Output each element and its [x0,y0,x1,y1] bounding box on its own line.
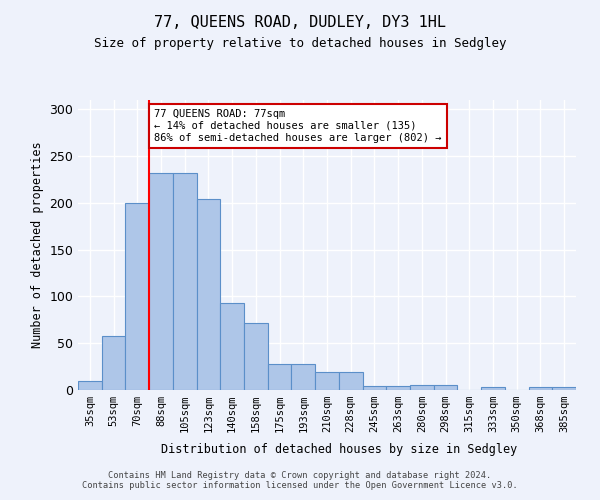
Bar [78,380,102,390]
Bar [292,364,315,390]
Bar [552,387,576,390]
Bar [315,372,339,390]
Bar [173,173,197,390]
Bar [149,173,173,390]
Bar [244,322,268,390]
Text: Contains HM Land Registry data © Crown copyright and database right 2024.
Contai: Contains HM Land Registry data © Crown c… [82,470,518,490]
Bar [410,386,434,390]
Bar [362,386,386,390]
Bar [434,386,457,390]
Text: Distribution of detached houses by size in Sedgley: Distribution of detached houses by size … [161,442,517,456]
Bar [197,199,220,390]
Bar [386,386,410,390]
Bar [339,372,362,390]
Y-axis label: Number of detached properties: Number of detached properties [31,142,44,348]
Bar [529,387,552,390]
Bar [220,303,244,390]
Bar [125,203,149,390]
Bar [268,364,292,390]
Text: Size of property relative to detached houses in Sedgley: Size of property relative to detached ho… [94,38,506,51]
Text: 77 QUEENS ROAD: 77sqm
← 14% of detached houses are smaller (135)
86% of semi-det: 77 QUEENS ROAD: 77sqm ← 14% of detached … [154,110,442,142]
Bar [481,387,505,390]
Text: 77, QUEENS ROAD, DUDLEY, DY3 1HL: 77, QUEENS ROAD, DUDLEY, DY3 1HL [154,15,446,30]
Bar [102,336,125,390]
